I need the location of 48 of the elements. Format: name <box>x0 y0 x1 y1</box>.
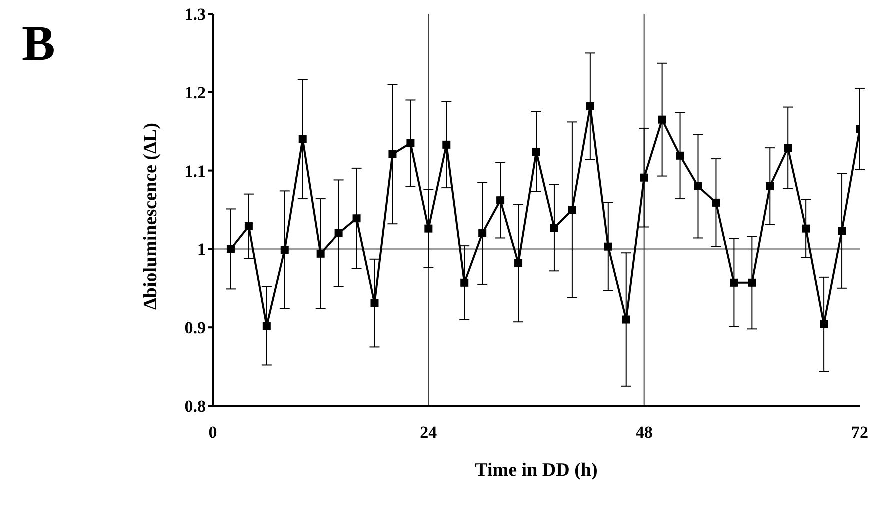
y-axis-title: Δbioluminescence (ΔL) <box>140 123 162 310</box>
point <box>802 224 810 233</box>
point <box>262 322 271 330</box>
point <box>370 299 379 308</box>
point <box>334 230 343 238</box>
point <box>658 116 666 124</box>
x-tick-label: 48 <box>636 423 653 442</box>
point <box>766 182 774 190</box>
point <box>676 152 684 160</box>
point <box>388 150 397 158</box>
x-tick-label: 72 <box>852 423 868 442</box>
point <box>586 102 594 111</box>
point <box>424 224 433 233</box>
point <box>352 214 361 223</box>
point <box>460 278 469 287</box>
y-tick-label: 1.2 <box>184 83 206 102</box>
x-axis-title: Time in DD (h) <box>475 460 598 481</box>
y-tick-label: 1.3 <box>184 5 206 24</box>
point <box>478 230 487 238</box>
point <box>280 246 289 254</box>
point <box>550 224 558 232</box>
y-tick-label: 0.9 <box>184 318 206 338</box>
point <box>694 182 702 190</box>
point <box>298 135 307 144</box>
point <box>820 320 828 328</box>
point <box>244 222 253 230</box>
point <box>604 242 612 251</box>
y-tick-label: 0.8 <box>184 397 206 416</box>
point <box>496 196 505 205</box>
y-tick-label: 1 <box>198 240 206 260</box>
point <box>532 148 540 156</box>
point <box>568 206 576 214</box>
point <box>730 278 738 287</box>
point <box>406 139 415 148</box>
x-tick-label: 0 <box>208 423 218 442</box>
point <box>514 259 523 268</box>
point <box>712 198 720 207</box>
point <box>640 174 648 182</box>
point <box>226 245 235 254</box>
x-tick-label: 24 <box>420 423 438 442</box>
point <box>784 144 792 152</box>
y-tick-label: 1.1 <box>184 162 206 181</box>
point <box>622 316 630 324</box>
point <box>748 278 756 287</box>
text: B <box>22 15 56 71</box>
point <box>442 140 451 149</box>
point <box>316 250 325 258</box>
point <box>838 227 846 236</box>
